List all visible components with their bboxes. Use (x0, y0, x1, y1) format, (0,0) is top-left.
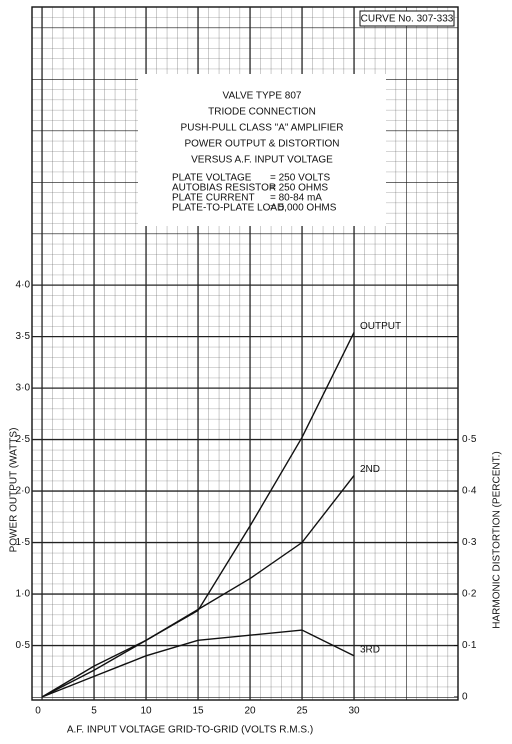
y-axis-label: POWER OUTPUT (WATTS) (9, 428, 20, 553)
y2-tick-label: 0 (462, 692, 468, 703)
y2-tick-label: 0·2 (462, 589, 477, 600)
x-tick-label: 0 (35, 706, 41, 717)
y2-tick-label: 0·3 (462, 537, 477, 548)
x-tick-label: 20 (244, 706, 256, 717)
y-tick-label: 1·5 (16, 537, 31, 548)
series-line (41, 332, 355, 698)
x-tick-label: 15 (192, 706, 204, 717)
info-condition-value: = 250 VOLTS (270, 173, 330, 184)
y-tick-label: 1·0 (16, 589, 31, 600)
y2-axis-label: HARMONIC DISTORTION (PERCENT.) (492, 451, 503, 628)
y-tick-label: 0·5 (16, 640, 31, 651)
frame (31, 6, 459, 701)
info-box (138, 74, 386, 226)
x-tick-label: 5 (91, 706, 97, 717)
info-box-text: VALVE TYPE 807 TRIODE CONNECTION PUSH-PULL… (172, 91, 343, 214)
y-tick-label: 3·0 (16, 383, 31, 394)
x-axis-label: A.F. INPUT VOLTAGE GRID-TO-GRID (VOLTS R… (67, 725, 313, 736)
x-tick-label: 25 (296, 706, 308, 717)
x-tick-label: 30 (348, 706, 360, 717)
info-title: POWER OUTPUT & DISTORTION (184, 139, 339, 150)
y2-tick-label: 0·5 (462, 434, 477, 445)
info-condition-value: = 80-84 mA (270, 193, 322, 204)
series-line (41, 475, 355, 698)
info-condition-label: PLATE-TO-PLATE LOAD (172, 203, 284, 214)
y-tick-label: 2·5 (16, 434, 31, 445)
info-condition-label: PLATE VOLTAGE (172, 173, 252, 184)
y2-tick-label: 0·1 (462, 640, 477, 651)
info-condition-value: = 5,000 OHMS (270, 203, 337, 214)
series-line (41, 629, 355, 698)
y-tick-label: 2·0 (16, 486, 31, 497)
curve-number: CURVE No. 307-333 (361, 14, 454, 25)
y-tick-label: 4·0 (16, 280, 31, 291)
series-label: 2ND (360, 464, 380, 475)
info-title: VALVE TYPE 807 (223, 91, 302, 102)
info-condition-label: AUTOBIAS RESISTOR (172, 183, 276, 194)
y-tick-label: 3·5 (16, 331, 31, 342)
info-title: TRIODE CONNECTION (208, 107, 316, 118)
info-condition-label: PLATE CURRENT (172, 193, 255, 204)
y2-tick-label: 0·4 (462, 486, 477, 497)
info-title: VERSUS A.F. INPUT VOLTAGE (191, 155, 333, 166)
curve-number-box (359, 10, 455, 27)
info-title: PUSH-PULL CLASS "A" AMPLIFIER (181, 123, 344, 134)
series-label: OUTPUT (360, 321, 401, 332)
x-tick-label: 10 (140, 706, 152, 717)
info-condition-value: = 250 OHMS (270, 183, 328, 194)
series-label: 3RD (360, 644, 380, 655)
